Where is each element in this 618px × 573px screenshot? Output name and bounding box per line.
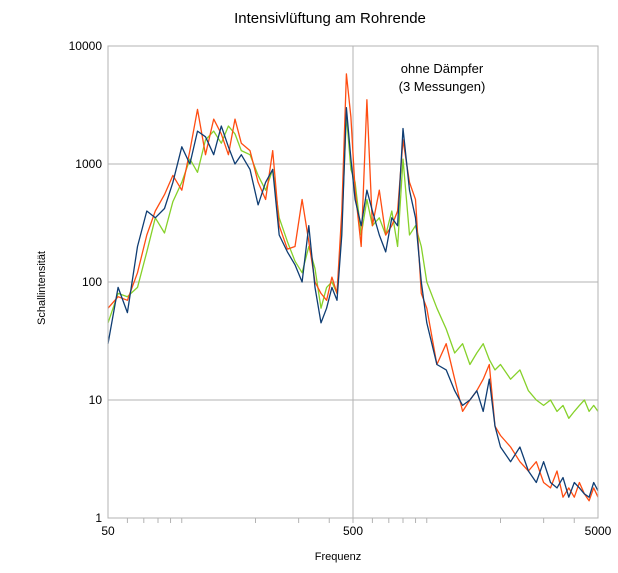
series-line-1	[107, 114, 599, 419]
x-axis-title: Frequenz	[315, 551, 361, 563]
y-tick-label: 100	[82, 275, 102, 289]
x-tick-label: 50	[101, 524, 115, 538]
x-tick-label: 5000	[585, 524, 612, 538]
chart-title: Intensivlüftung am Rohrende	[234, 10, 426, 27]
series-layer	[107, 73, 599, 502]
y-tick-label: 1	[95, 511, 102, 525]
series-line-2	[107, 73, 599, 502]
tick-labels: 1 10 100 1000 10000 50 500 5000	[69, 39, 612, 538]
y-tick-label: 10000	[69, 39, 103, 53]
x-tick-label: 500	[343, 524, 363, 538]
y-tick-label: 1000	[75, 157, 102, 171]
plot-frame	[107, 45, 599, 519]
series-line-3	[107, 107, 599, 498]
y-axis-title: Schallintensität	[36, 251, 48, 325]
y-tick-label: 10	[89, 393, 103, 407]
annotation-line-1: ohne Dämpfer	[401, 61, 484, 76]
axes	[107, 45, 599, 523]
annotation-line-2: (3 Messungen)	[399, 79, 486, 94]
